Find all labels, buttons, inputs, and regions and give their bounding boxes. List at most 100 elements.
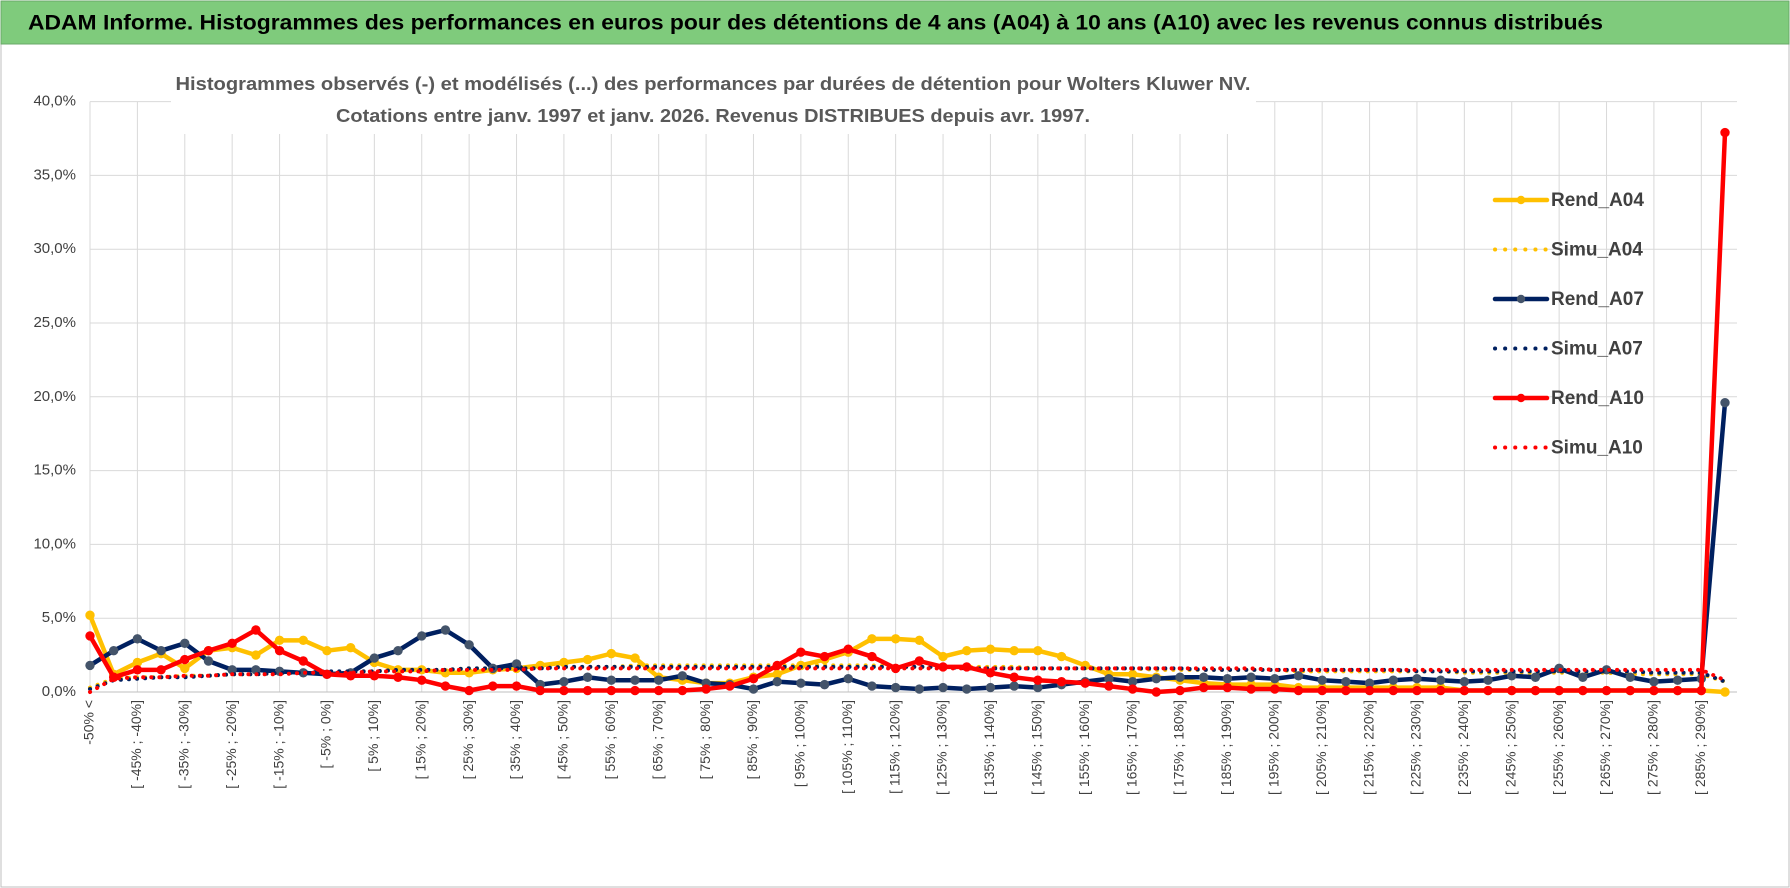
data-point: [1672, 685, 1683, 696]
data-point: [1198, 682, 1209, 693]
data-point: [796, 678, 806, 688]
y-tick-label: 40,0%: [33, 93, 76, 110]
x-tick-label: [ 205% ; 210%]: [1313, 700, 1329, 795]
data-point: [1578, 672, 1588, 682]
data-point: [1033, 645, 1043, 656]
data-point: [843, 674, 853, 684]
x-tick-label: [ 225% ; 230%]: [1408, 700, 1424, 795]
data-point: [1222, 674, 1233, 684]
data-point: [203, 656, 214, 666]
data-point: [132, 634, 143, 644]
data-point: [1412, 674, 1422, 684]
data-point: [488, 681, 498, 691]
data-point: [1033, 675, 1043, 685]
x-tick-label: [ 105% ; 110%]: [839, 700, 855, 794]
data-point: [890, 682, 901, 693]
data-point: [1459, 676, 1470, 687]
x-tick-label: [ 265% ; 270%]: [1597, 700, 1613, 795]
dotted-line: [88, 666, 1727, 694]
data-point: [819, 651, 830, 662]
data-point: [1388, 675, 1398, 685]
data-point: [772, 676, 782, 687]
data-point: [1720, 398, 1730, 408]
x-tick-label: [ 165% ; 170%]: [1123, 700, 1139, 795]
data-point: [1270, 684, 1280, 694]
x-tick-label: [ -45% ; -40%]: [128, 700, 144, 789]
legend-label: Simu_A07: [1551, 339, 1643, 360]
data-point: [251, 650, 261, 660]
x-tick-label: [ 155% ; 160%]: [1076, 700, 1092, 795]
data-point: [1080, 678, 1090, 688]
x-tick-label: [ 255% ; 260%]: [1550, 700, 1566, 795]
data-point: [582, 672, 593, 682]
x-tick-label: [ -25% ; -20%]: [223, 700, 239, 789]
y-tick-label: 20,0%: [33, 388, 76, 405]
data-point: [1293, 671, 1304, 681]
data-point: [1388, 685, 1398, 696]
data-point: [606, 685, 617, 696]
data-point: [559, 676, 569, 687]
data-point: [867, 634, 877, 644]
data-point: [653, 685, 664, 696]
data-point: [274, 635, 285, 646]
data-point: [1175, 685, 1185, 696]
data-point: [440, 681, 451, 691]
data-point: [1104, 681, 1114, 691]
data-point: [85, 660, 95, 671]
data-point: [1341, 676, 1351, 687]
x-tick-label: [ 275% ; 280%]: [1645, 700, 1661, 795]
y-tick-label: 0,0%: [42, 683, 76, 700]
data-point: [606, 648, 617, 659]
data-point: [511, 681, 522, 691]
data-point: [108, 645, 119, 656]
legend-label: Rend_A07: [1551, 289, 1644, 310]
data-point: [1317, 675, 1327, 685]
legend-marker: [1516, 393, 1526, 403]
data-point: [725, 681, 735, 691]
data-point: [180, 654, 190, 665]
data-point: [1151, 674, 1162, 684]
x-tick-label: [ 135% ; 140%]: [981, 700, 997, 795]
x-tick-label: [ 285% ; 290%]: [1692, 700, 1708, 795]
data-point: [653, 675, 664, 685]
x-tick-label: [ 85% ; 90%]: [744, 700, 760, 779]
data-point: [630, 675, 640, 685]
data-point: [748, 684, 759, 694]
data-point: [962, 684, 972, 694]
data-point: [1270, 674, 1280, 684]
series-line: [87, 400, 1728, 692]
data-point: [1507, 685, 1517, 696]
data-point: [227, 638, 237, 648]
data-point: [203, 645, 214, 656]
data-point: [819, 679, 830, 690]
data-point: [1009, 681, 1019, 691]
data-point: [1222, 682, 1233, 693]
data-point: [1412, 685, 1422, 696]
x-tick-label: [ 125% ; 130%]: [934, 700, 950, 795]
x-tick-label: [ 215% ; 220%]: [1360, 700, 1376, 795]
data-point: [251, 625, 261, 635]
legend-label: Rend_A04: [1551, 190, 1644, 211]
x-tick-label: [ 35% ; 40%]: [507, 700, 523, 779]
data-point: [1435, 675, 1446, 685]
data-point: [1198, 672, 1209, 682]
y-tick-label: 15,0%: [33, 462, 76, 479]
data-point: [369, 653, 380, 663]
data-point: [890, 634, 901, 644]
data-point: [748, 674, 759, 684]
data-point: [1364, 685, 1375, 696]
x-tick-label: [ 15% ; 20%]: [412, 700, 428, 779]
legend-label: Rend_A10: [1551, 388, 1644, 409]
data-point: [1601, 685, 1612, 696]
data-point: [938, 651, 948, 662]
x-tick-label: [ 245% ; 250%]: [1502, 700, 1518, 795]
chart-subtitle: Histogrammes observés (-) et modélisés (…: [176, 74, 1251, 94]
data-point: [914, 684, 925, 694]
data-point: [1459, 685, 1470, 696]
legend-label: Simu_A04: [1551, 240, 1643, 261]
data-point: [1625, 685, 1635, 696]
data-point: [156, 665, 166, 675]
data-point: [1483, 675, 1493, 685]
data-point: [1056, 651, 1067, 662]
